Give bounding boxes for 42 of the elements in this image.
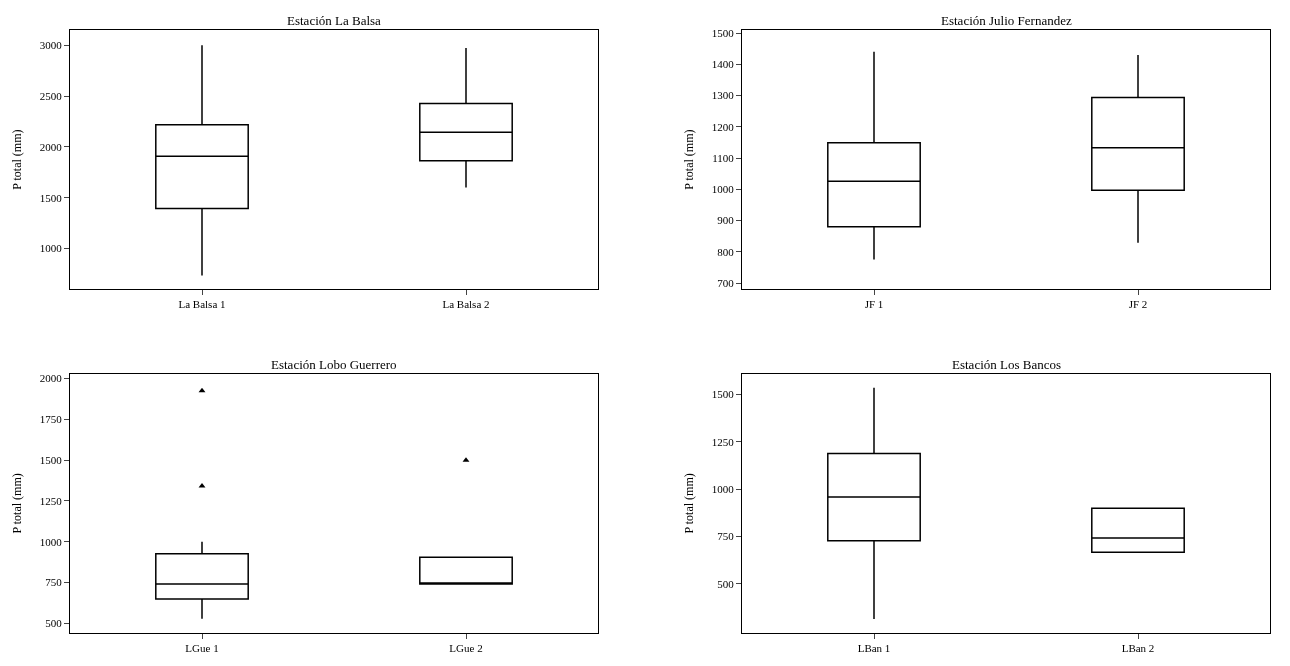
y-axis-title: P total (mm) — [10, 129, 25, 190]
y-tick-label: 1500 — [711, 26, 735, 39]
x-tick-label: LGue 1 — [185, 642, 219, 655]
y-tick-label: 900 — [717, 214, 735, 227]
y-tick-label: 1250 — [39, 494, 63, 507]
chart-title: Estación La Balsa — [287, 13, 382, 28]
x-tick-label: LBan 1 — [857, 642, 891, 655]
chart-title: Estación Julio Fernandez — [941, 13, 1072, 28]
y-tick-label: 1250 — [711, 435, 735, 448]
y-tick-label: 2000 — [39, 140, 63, 153]
y-tick-label: 1100 — [712, 151, 735, 164]
x-tick-label: La Balsa 1 — [178, 298, 226, 311]
y-tick-label: 2000 — [39, 372, 63, 385]
y-tick-label: 1500 — [711, 388, 735, 401]
y-axis-title: P total (mm) — [682, 473, 697, 534]
x-tick-label: JF 2 — [1128, 298, 1148, 311]
y-tick-label: 1000 — [711, 183, 735, 196]
y-tick-label: 800 — [717, 245, 735, 258]
y-tick-label: 1500 — [39, 453, 63, 466]
y-tick-label: 1000 — [39, 535, 63, 548]
y-tick-label: 1000 — [39, 242, 63, 255]
y-tick-label: 2500 — [39, 89, 63, 102]
chart-title: Estación Lobo Guerrero — [271, 357, 397, 372]
x-tick-label: LBan 2 — [1121, 642, 1155, 655]
x-tick-label: LGue 2 — [449, 642, 483, 655]
y-tick-label: 1300 — [711, 89, 735, 102]
y-tick-label: 1000 — [711, 483, 735, 496]
y-tick-label: 750 — [717, 530, 735, 543]
y-tick-label: 700 — [717, 276, 735, 289]
y-axis-title: P total (mm) — [682, 129, 697, 190]
y-tick-label: 1400 — [711, 58, 735, 71]
y-tick-label: 1200 — [711, 120, 735, 133]
chart-title: Estación Los Bancos — [952, 357, 1062, 372]
y-tick-label: 1750 — [39, 413, 63, 426]
y-tick-label: 750 — [45, 576, 63, 589]
y-tick-label: 500 — [717, 577, 735, 590]
y-tick-label: 3000 — [39, 39, 63, 52]
y-axis-title: P total (mm) — [10, 473, 25, 534]
y-tick-label: 500 — [45, 617, 63, 630]
x-tick-label: La Balsa 2 — [442, 298, 490, 311]
y-tick-label: 1500 — [39, 191, 63, 204]
x-tick-label: JF 1 — [864, 298, 884, 311]
